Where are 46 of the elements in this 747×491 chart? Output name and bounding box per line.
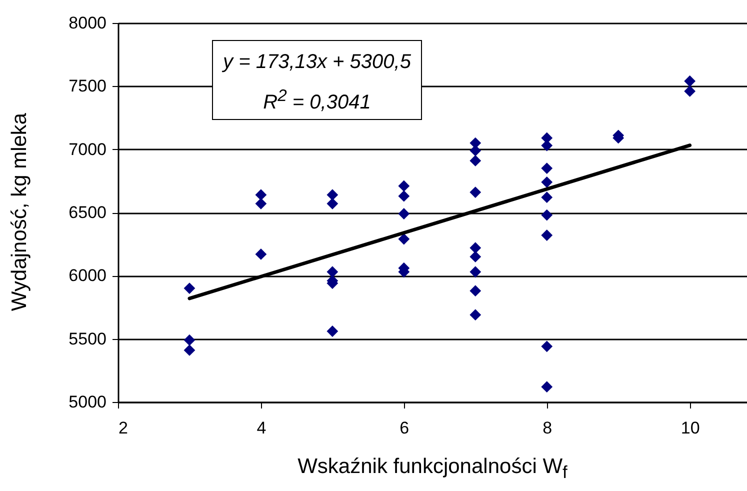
point (541, 162, 553, 174)
point (255, 198, 267, 210)
y-tick-label: 6000 (68, 266, 106, 286)
y-tick-label: 5000 (68, 392, 106, 412)
y-tick-label: 7000 (68, 140, 106, 159)
point (541, 381, 553, 393)
point (255, 248, 267, 260)
point (541, 192, 553, 204)
point (470, 266, 482, 278)
point (326, 198, 338, 210)
point (398, 190, 410, 202)
point (470, 251, 482, 262)
x-tick-label: 6 (400, 418, 410, 438)
point (398, 208, 410, 220)
point (470, 285, 482, 297)
point (470, 242, 482, 254)
y-tick-label: 5500 (68, 329, 106, 348)
y-axis-title: Wydajność, kg mleka (8, 112, 32, 312)
annotation: R$^{2}$ = 0,3041 (262, 85, 372, 116)
y-tick-label: 6500 (68, 203, 106, 222)
y-tick-label: 8000 (68, 14, 106, 32)
point (398, 180, 410, 192)
x-tick-label: 2 (118, 418, 128, 438)
point (541, 340, 553, 352)
point (326, 326, 338, 337)
point (326, 189, 338, 201)
point (541, 230, 553, 241)
point (398, 233, 410, 245)
y-tick-label: 7500 (68, 76, 106, 96)
point (184, 344, 196, 356)
point (541, 209, 553, 221)
point (684, 75, 696, 87)
point (684, 86, 696, 97)
point (470, 186, 482, 198)
annotation: y = 173,13x + 5300,5 (221, 50, 412, 75)
x-tick-label: 8 (542, 418, 552, 438)
x-tick-label: 4 (256, 418, 266, 438)
point (184, 334, 196, 346)
x-axis-title: Wskaźnik funkcjonalności W$_{f}$ (296, 455, 568, 484)
point (541, 176, 553, 188)
point (184, 282, 196, 294)
point (255, 189, 267, 201)
point (470, 309, 482, 321)
point (326, 266, 338, 278)
x-tick-label: 10 (680, 418, 700, 438)
point (470, 155, 482, 166)
